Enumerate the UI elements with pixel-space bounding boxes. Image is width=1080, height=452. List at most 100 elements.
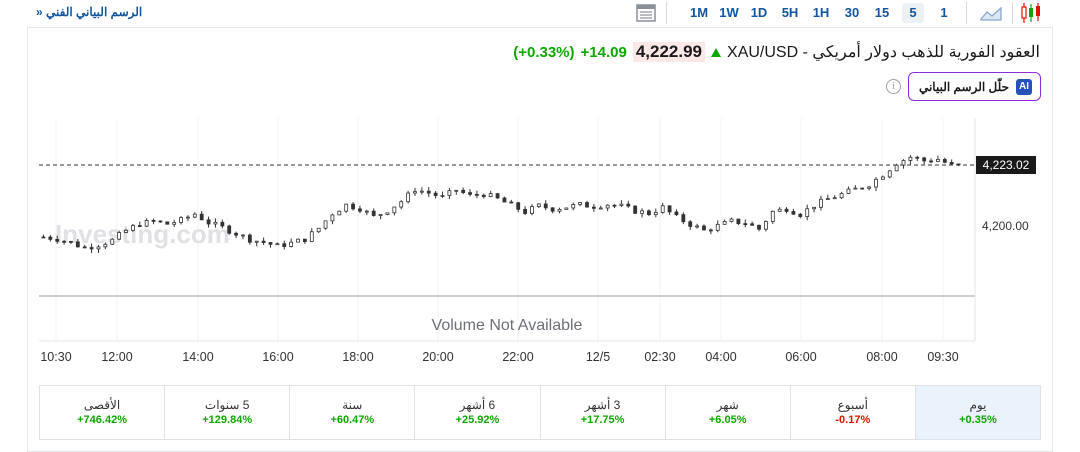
timeframe-1D[interactable]: 1D [750, 5, 768, 20]
candle-body [206, 219, 211, 225]
candle-body [688, 221, 693, 227]
candle-body [619, 203, 624, 206]
candle-body [82, 246, 87, 249]
candle-body [591, 206, 596, 209]
toolbar-separator [666, 2, 667, 24]
candle-body [908, 156, 913, 161]
candle-body [165, 221, 170, 225]
performance-period-label: أسبوع [837, 398, 868, 412]
candle-body [475, 193, 479, 196]
performance-cell[interactable]: 3 أشهر +17.75% [539, 386, 665, 439]
candle-body [399, 201, 404, 208]
candle-body [805, 208, 810, 217]
timeframe-1M[interactable]: 1M [689, 5, 709, 20]
x-tick-label: 20:00 [422, 350, 453, 364]
candle-body [103, 243, 108, 248]
candle-body [282, 243, 287, 247]
candle-body [234, 232, 238, 236]
performance-period-label: 6 أشهر [459, 398, 496, 412]
candle-body [392, 206, 397, 214]
candle-body [413, 191, 417, 194]
chevron-icon: » [36, 5, 43, 19]
candle-body [337, 210, 342, 216]
performance-value: +17.75% [580, 414, 625, 426]
timeframe-5[interactable]: 5 [902, 3, 924, 23]
candle-body [633, 205, 638, 214]
performance-cell[interactable]: سنة +60.47% [289, 386, 414, 439]
timeframe-1W[interactable]: 1W [719, 5, 739, 20]
timeframe-30[interactable]: 30 [844, 5, 860, 20]
candle-body [419, 190, 424, 193]
candle-body [516, 202, 521, 210]
table-icon[interactable] [634, 1, 658, 25]
candle-body [942, 158, 947, 163]
timeframe-15[interactable]: 15 [874, 5, 890, 20]
candle-body [509, 201, 514, 204]
candle-body [96, 246, 101, 250]
x-tick-label: 04:00 [705, 350, 736, 364]
performance-value: +746.42% [77, 414, 127, 426]
technical-chart-link-label: الرسم البياني الفني [46, 5, 143, 19]
candle-body [62, 240, 66, 243]
candle-body [832, 197, 837, 200]
x-tick-label: 22:00 [502, 350, 533, 364]
x-tick-label: 12:00 [101, 350, 132, 364]
candle-body [743, 223, 748, 226]
timeframe-1[interactable]: 1 [940, 5, 948, 20]
x-tick-label: 18:00 [342, 350, 373, 364]
performance-cell[interactable]: 5 سنوات +129.84% [164, 386, 289, 439]
candle-body [674, 211, 679, 216]
candle-body [144, 219, 149, 227]
candlestick-chart-icon[interactable] [1019, 1, 1043, 25]
candle-body [213, 221, 218, 225]
candle-body [454, 189, 459, 192]
x-tick-label: 02:30 [644, 350, 675, 364]
candle-body [110, 238, 115, 245]
performance-cell[interactable]: شهر +6.05% [664, 386, 790, 439]
performance-cell[interactable]: أسبوع -0.17% [789, 386, 915, 439]
timeframe-5H[interactable]: 5H [781, 5, 799, 20]
y-tick-label: 4,200.00 [982, 219, 1029, 233]
analyze-chart-button[interactable]: حلّل الرسم البياني AI [908, 72, 1041, 101]
performance-cell[interactable]: 6 أشهر +25.92% [414, 386, 539, 439]
candle-body [186, 216, 190, 219]
x-tick-label: 10:30 [40, 350, 71, 364]
candle-body [819, 198, 823, 208]
candle-body [571, 204, 576, 209]
candle-body [254, 240, 259, 243]
candle-body [330, 214, 335, 222]
candle-body [199, 213, 204, 221]
candle-body [468, 192, 472, 195]
area-chart-icon[interactable] [979, 1, 1003, 25]
performance-value: -0.17% [835, 414, 871, 426]
performance-cell[interactable]: يوم +0.35% [914, 386, 1040, 439]
candle-body [124, 229, 128, 233]
info-icon[interactable]: i [886, 79, 901, 94]
candle-body [667, 205, 672, 213]
performance-period-label: 3 أشهر [584, 398, 621, 412]
candle-body [557, 208, 562, 212]
candle-body [887, 170, 892, 178]
performance-period-label: الأقصى [83, 398, 121, 412]
candle-body [364, 210, 369, 213]
technical-chart-link[interactable]: » الرسم البياني الفني [36, 5, 142, 19]
candle-body [626, 203, 631, 207]
instrument-name: XAU/USD - العقود الفورية للذهب دولار أمر… [727, 44, 1040, 61]
candle-body [117, 232, 122, 240]
candle-body [653, 212, 658, 216]
candle-body [812, 206, 816, 210]
candle-body [261, 240, 266, 243]
timeframe-1H[interactable]: 1H [812, 5, 830, 20]
candle-body [75, 241, 80, 248]
performance-cell[interactable]: الأقصى +746.42% [40, 386, 164, 439]
candle-body [757, 224, 761, 230]
candle-body [179, 217, 183, 224]
candle-body [358, 208, 362, 212]
candle-body [530, 206, 534, 214]
candle-body [241, 234, 245, 237]
candle-body [440, 195, 445, 197]
candle-body [867, 186, 872, 189]
candle-body [660, 205, 665, 213]
candle-body [89, 247, 94, 250]
